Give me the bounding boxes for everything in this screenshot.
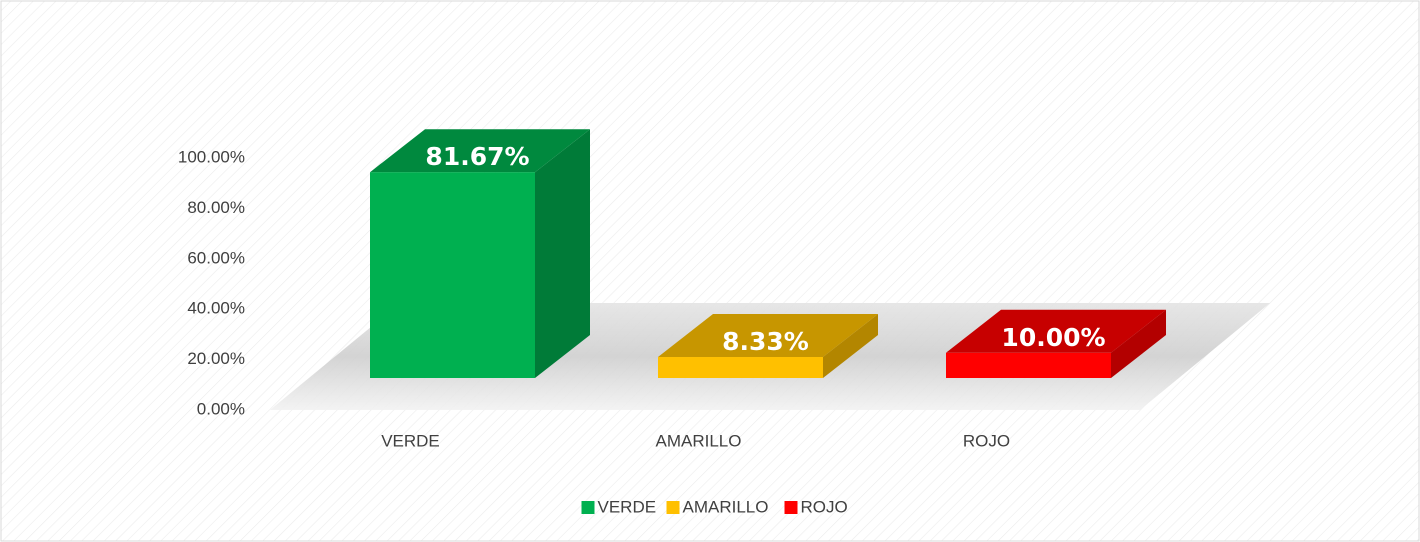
bar-top — [658, 314, 878, 358]
y-tick-label: 20.00% — [187, 349, 245, 368]
y-tick-label: 60.00% — [187, 248, 245, 267]
y-tick-label: 40.00% — [187, 299, 245, 318]
x-tick-label: AMARILLO — [656, 431, 742, 450]
legend-swatch — [666, 501, 680, 514]
y-tick-label: 0.00% — [197, 399, 245, 418]
bar-side — [823, 314, 878, 378]
x-tick-label: ROJO — [963, 431, 1010, 450]
bar — [370, 172, 535, 378]
x-tick-label: VERDE — [381, 431, 440, 450]
bar-top — [370, 129, 590, 173]
y-tick-label: 100.00% — [178, 147, 245, 166]
legend-label: AMARILLO — [683, 497, 769, 516]
data-label: 81.67% — [425, 142, 529, 171]
bar-top — [946, 309, 1166, 353]
legend-label: VERDE — [598, 497, 657, 516]
bar — [946, 352, 1111, 378]
y-tick-label: 80.00% — [187, 198, 245, 217]
bar-side — [1111, 309, 1166, 378]
bar — [658, 357, 823, 378]
legend-label: ROJO — [801, 497, 848, 516]
legend-swatch — [581, 501, 595, 514]
data-label: 10.00% — [1001, 323, 1105, 352]
legend-swatch — [784, 501, 798, 514]
bar-side — [535, 129, 590, 378]
data-label: 8.33% — [722, 327, 809, 356]
